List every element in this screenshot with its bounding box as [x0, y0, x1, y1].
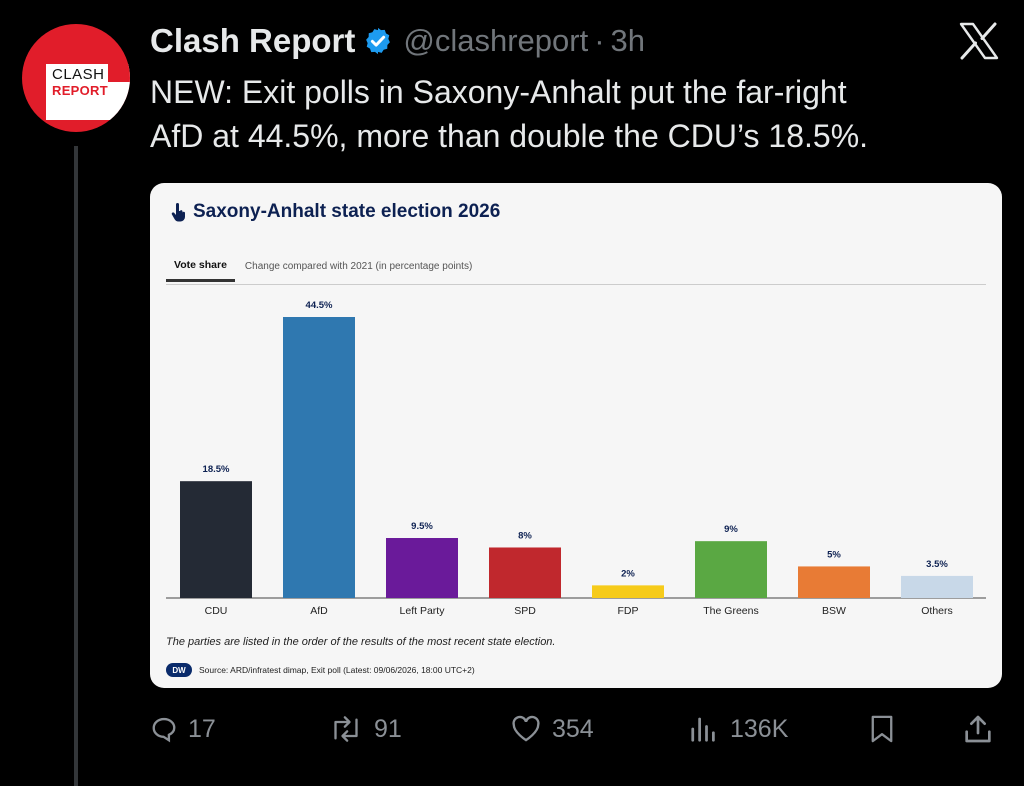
- bar-spd: [489, 547, 561, 598]
- dw-logo: DW: [166, 663, 192, 677]
- views-button[interactable]: 136K: [688, 705, 788, 753]
- bar-others: [901, 575, 973, 598]
- verified-badge-icon: [366, 27, 391, 55]
- avatar-logo-text-clash: CLASH: [52, 66, 105, 83]
- bar-value-label: 3.5%: [926, 559, 948, 570]
- like-count: 354: [552, 714, 594, 743]
- handle[interactable]: @clashreport: [403, 23, 589, 58]
- bar-fdp: [592, 585, 664, 598]
- timestamp[interactable]: 3h: [610, 23, 646, 58]
- action-bar: 17 91 354 136K: [150, 705, 1000, 755]
- repost-icon: [334, 716, 358, 742]
- thread-line: [74, 146, 78, 786]
- category-label: FDP: [618, 605, 639, 617]
- bar-value-label: 18.5%: [203, 464, 230, 475]
- bar-bsw: [798, 566, 870, 598]
- like-button[interactable]: 354: [510, 705, 594, 753]
- media-card[interactable]: Saxony-Anhalt state election 2026 Vote s…: [150, 183, 1002, 688]
- category-label: SPD: [514, 605, 536, 617]
- reply-button[interactable]: 17: [150, 705, 216, 753]
- chart-title-text: Saxony-Anhalt state election 2026: [193, 201, 501, 222]
- tab-divider: [166, 284, 986, 285]
- bar-chart: 18.5% CDU 44.5% AfD 9.5% Left Party 8% SPD 2% FDP…: [166, 300, 986, 617]
- bookmark-button[interactable]: [868, 705, 896, 753]
- category-label: Left Party: [400, 605, 446, 617]
- tweet-text-line-2: AfD at 44.5%, more than double the CDU’s…: [150, 118, 869, 154]
- category-label: BSW: [822, 605, 846, 617]
- separator-dot: ·: [594, 23, 605, 58]
- category-label: Others: [921, 605, 953, 617]
- bar-value-label: 44.5%: [306, 300, 333, 311]
- avatar[interactable]: CLASH REPORT: [22, 24, 130, 132]
- repost-count: 91: [374, 714, 402, 743]
- display-name[interactable]: Clash Report: [150, 22, 356, 59]
- bar-afd: [283, 317, 355, 598]
- bar-value-label: 9.5%: [411, 521, 433, 532]
- x-logo-icon[interactable]: [958, 22, 1000, 60]
- heart-icon: [512, 715, 540, 742]
- bar-the-greens: [695, 541, 767, 598]
- chart-source: DW Source: ARD/infratest dimap, Exit pol…: [166, 663, 475, 677]
- views-count: 136K: [730, 714, 789, 743]
- share-button[interactable]: [962, 705, 994, 753]
- share-icon: [965, 715, 991, 743]
- category-label: AfD: [310, 605, 328, 617]
- category-label: The Greens: [703, 605, 758, 617]
- tweet-text: NEW: Exit polls in Saxony-Anhalt put the…: [150, 70, 1000, 158]
- bar-left-party: [386, 538, 458, 598]
- bar-value-label: 5%: [827, 549, 841, 560]
- bar-value-label: 8%: [518, 530, 532, 541]
- bookmark-icon: [871, 715, 893, 743]
- repost-button[interactable]: 91: [328, 705, 402, 753]
- avatar-logo-notch: [108, 64, 130, 82]
- bar-value-label: 2%: [621, 568, 635, 579]
- views-icon: [691, 717, 715, 742]
- category-label: CDU: [205, 605, 228, 617]
- reply-icon: [152, 717, 176, 743]
- tab-change-2021[interactable]: Change compared with 2021 (in percentage…: [244, 261, 473, 272]
- avatar-logo-text-report: REPORT: [52, 83, 108, 98]
- bar-value-label: 9%: [724, 524, 738, 535]
- chart-tabs: Vote share Change compared with 2021 (in…: [166, 259, 480, 282]
- chart-footnote: The parties are listed in the order of t…: [166, 636, 556, 648]
- hand-pointer-icon: [171, 203, 185, 222]
- tab-vote-share[interactable]: Vote share: [166, 259, 235, 282]
- chart-title: Saxony-Anhalt state election 2026: [170, 201, 500, 223]
- bar-cdu: [180, 481, 252, 598]
- tweet-text-line-1: NEW: Exit polls in Saxony-Anhalt put the…: [150, 74, 847, 110]
- tweet-header: Clash Report @clashreport · 3h: [150, 20, 645, 62]
- source-text: Source: ARD/infratest dimap, Exit poll (…: [199, 665, 475, 675]
- reply-count: 17: [188, 714, 216, 743]
